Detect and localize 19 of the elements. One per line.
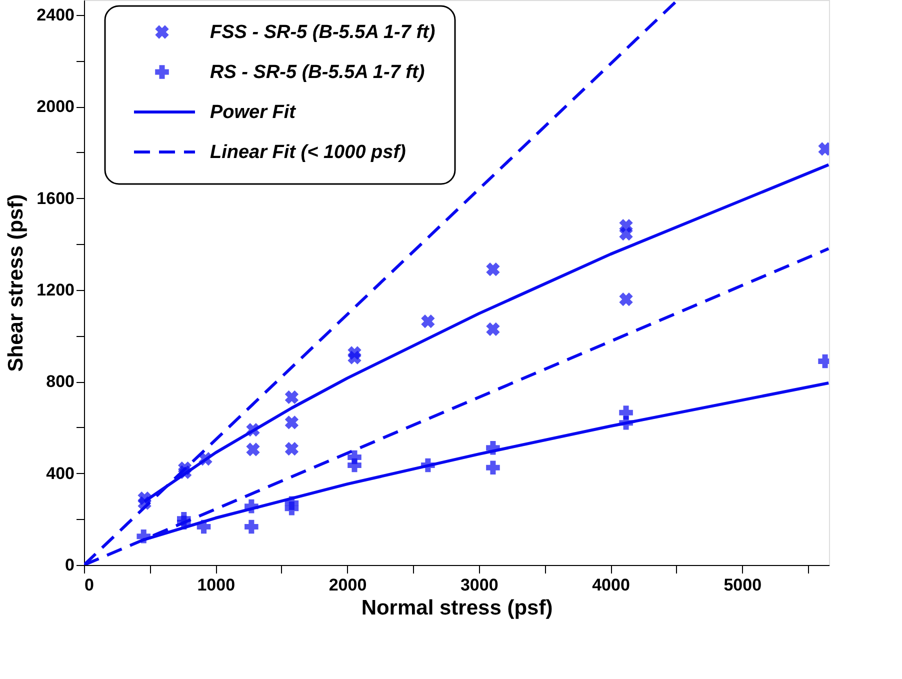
legend-label: Power Fit	[210, 102, 296, 123]
x-tick-label: 2000	[328, 576, 367, 594]
x-tick-label: 1000	[197, 576, 236, 594]
y-tick-label: 2000	[36, 97, 74, 116]
legend-label: Linear Fit (< 1000 psf)	[210, 142, 406, 163]
x-tick-label: 5000	[724, 576, 762, 594]
y-tick-label: 2400	[36, 5, 74, 24]
y-tick-label: 0	[65, 556, 74, 574]
x-tick-label: 4000	[592, 576, 630, 594]
y-axis-title: Shear stress (psf)	[4, 194, 28, 372]
x-tick-label: 3000	[460, 576, 498, 594]
legend-label: FSS - SR-5 (B-5.5A 1-7 ft)	[210, 22, 436, 43]
y-tick-label: 1600	[36, 188, 74, 208]
x-axis-title: Normal stress (psf)	[361, 596, 553, 620]
y-tick-label: 1200	[36, 280, 74, 300]
y-tick-label: 800	[46, 372, 74, 392]
y-tick-label: 400	[46, 464, 74, 483]
x-tick-label: 0	[84, 576, 94, 594]
legend-label: RS - SR-5 (B-5.5A 1-7 ft)	[210, 62, 425, 83]
